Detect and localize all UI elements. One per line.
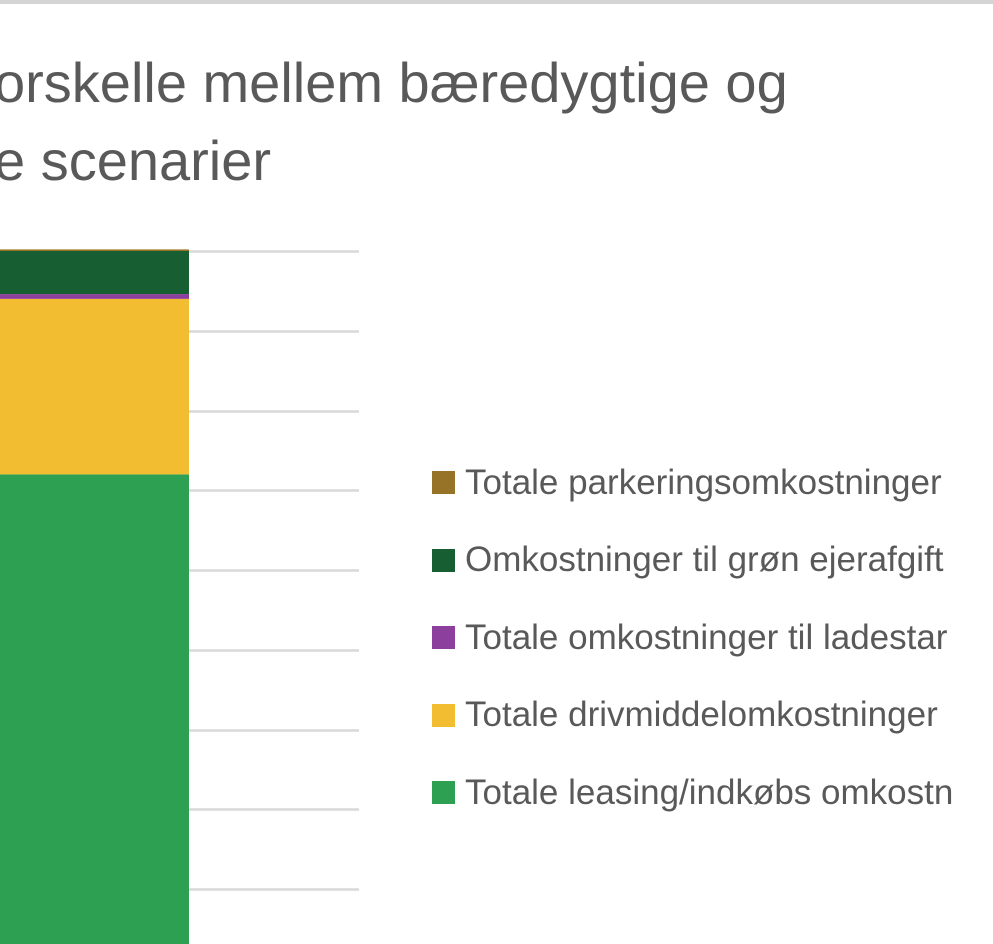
bar-segment [0,251,189,295]
legend-item: Totale leasing/indkøbs omkostn [432,754,953,832]
legend-swatch [432,703,455,727]
legend: Totale parkeringsomkostninger Omkostninge… [432,444,953,832]
legend-item: Totale drivmiddelomkostninger [432,677,953,755]
legend-item: Omkostninger til grøn ejerafgift [432,522,953,600]
legend-swatch [432,471,455,495]
legend-swatch [432,781,455,805]
legend-label: Totale parkeringsomkostninger [465,462,942,502]
bar-segment [0,249,189,251]
legend-label: Omkostninger til grøn ejerafgift [465,540,944,580]
legend-label: Totale leasing/indkøbs omkostn [465,772,954,812]
legend-label: Totale omkostninger til ladestar [465,617,948,657]
legend-swatch [432,626,455,650]
top-border [0,0,993,4]
legend-swatch [432,548,455,572]
legend-item: Totale parkeringsomkostninger [432,444,953,522]
bar-segment [0,474,189,944]
chart-title-line-1: orskelle mellem bæredygtige og [0,51,788,114]
legend-item: Totale omkostninger til ladestar [432,599,953,677]
chart-title-line-2: e scenarier [0,129,272,192]
bar-segment [0,298,189,475]
legend-label: Totale drivmiddelomkostninger [465,695,938,735]
chart-title: orskelle mellem bæredygtige og e scenari… [0,44,993,200]
bar-segment [0,294,189,299]
